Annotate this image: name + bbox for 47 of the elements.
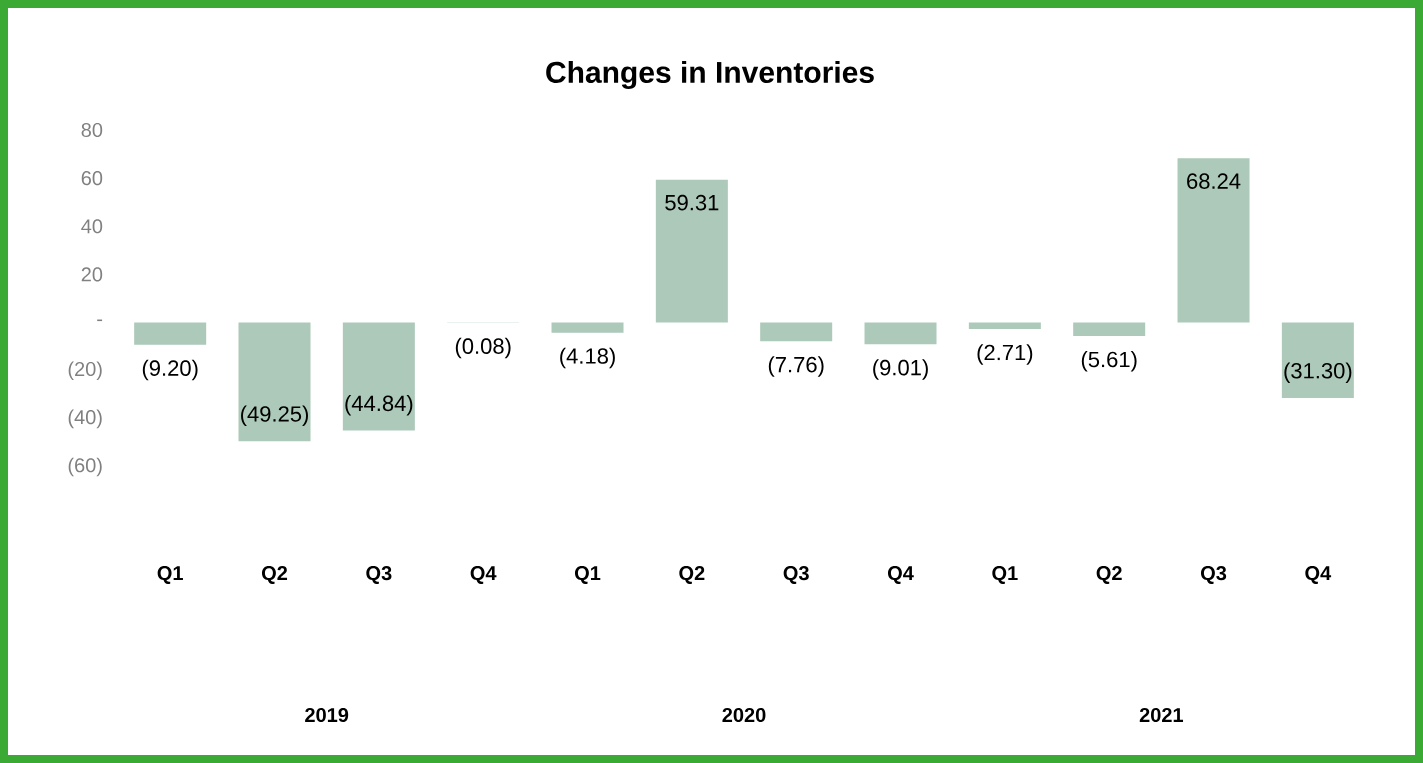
data-label: (49.25)	[241, 405, 308, 427]
data-label: (2.71)	[977, 344, 1033, 365]
bar	[864, 322, 937, 345]
text: 2020	[722, 707, 766, 723]
bar	[134, 322, 207, 345]
data-label: (0.08)	[455, 337, 511, 359]
data-label: 59.31	[665, 194, 719, 211]
x-tick-label: Q3	[783, 566, 809, 584]
x-tick-label: Q2	[679, 566, 705, 584]
x-tick-label: Q4	[1305, 566, 1332, 584]
x-tick-label: Q1	[992, 566, 1018, 584]
data-label: (7.76)	[768, 356, 824, 377]
x-tick-label: Q1	[574, 566, 601, 584]
x-tick-label: Q4	[470, 566, 497, 584]
y-tick-label: (40)	[68, 409, 102, 429]
y-tick-label: 40	[81, 219, 103, 234]
text: 2021	[1139, 707, 1184, 723]
y-tick-label: (20)	[68, 361, 102, 381]
x-tick-label: Q4	[887, 566, 914, 584]
x-tick-label: Q3	[1200, 566, 1227, 584]
bar	[1281, 322, 1354, 398]
y-tick-label: 60	[81, 171, 103, 186]
bar	[655, 179, 728, 323]
bar	[342, 322, 415, 431]
data-label: (4.18)	[560, 347, 615, 369]
data-label: (31.30)	[1284, 362, 1352, 383]
bar	[551, 322, 624, 333]
data-label: (9.01)	[873, 359, 928, 380]
y-tick-label: 20	[81, 267, 103, 282]
y-tick-label: (60)	[68, 457, 102, 477]
x-tick-label: Q2	[1096, 566, 1122, 584]
bar	[1073, 322, 1146, 337]
bar	[1177, 158, 1250, 323]
bar	[760, 322, 833, 342]
y-tick-label: -	[97, 319, 103, 322]
y-tick-label: 80	[81, 122, 103, 138]
data-label: (44.84)	[345, 394, 413, 416]
chart-title: Changes in Inventories	[546, 60, 874, 90]
bar	[968, 322, 1041, 330]
data-label: (5.61)	[1081, 351, 1137, 372]
data-label: (9.20)	[142, 359, 198, 381]
data-label: 68.24	[1187, 173, 1241, 189]
bar	[238, 322, 311, 442]
text: 2019	[305, 707, 349, 723]
x-tick-label: Q1	[157, 566, 183, 584]
x-tick-label: Q3	[366, 566, 392, 584]
x-tick-label: Q2	[261, 566, 288, 584]
